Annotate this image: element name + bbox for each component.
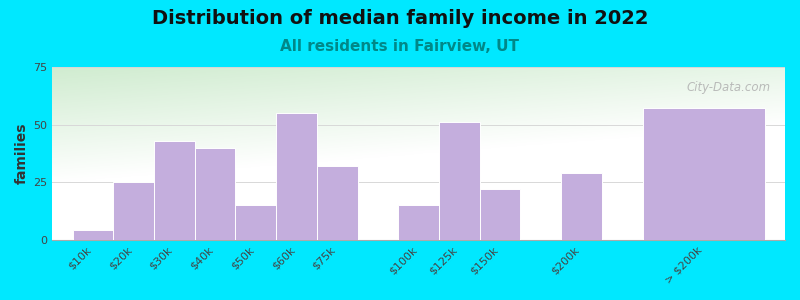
Y-axis label: families: families — [15, 122, 29, 184]
Text: Distribution of median family income in 2022: Distribution of median family income in … — [152, 9, 648, 28]
Bar — [398, 205, 439, 240]
Bar — [154, 141, 194, 240]
Text: All residents in Fairview, UT: All residents in Fairview, UT — [281, 39, 519, 54]
Bar — [480, 189, 520, 240]
Bar — [642, 108, 765, 240]
Bar — [235, 205, 276, 240]
Bar — [194, 148, 235, 240]
Bar — [276, 113, 317, 240]
Bar — [73, 230, 114, 240]
Bar — [439, 122, 480, 240]
Bar — [561, 173, 602, 240]
Bar — [317, 166, 358, 240]
Text: City-Data.com: City-Data.com — [686, 81, 770, 94]
Bar — [114, 182, 154, 240]
